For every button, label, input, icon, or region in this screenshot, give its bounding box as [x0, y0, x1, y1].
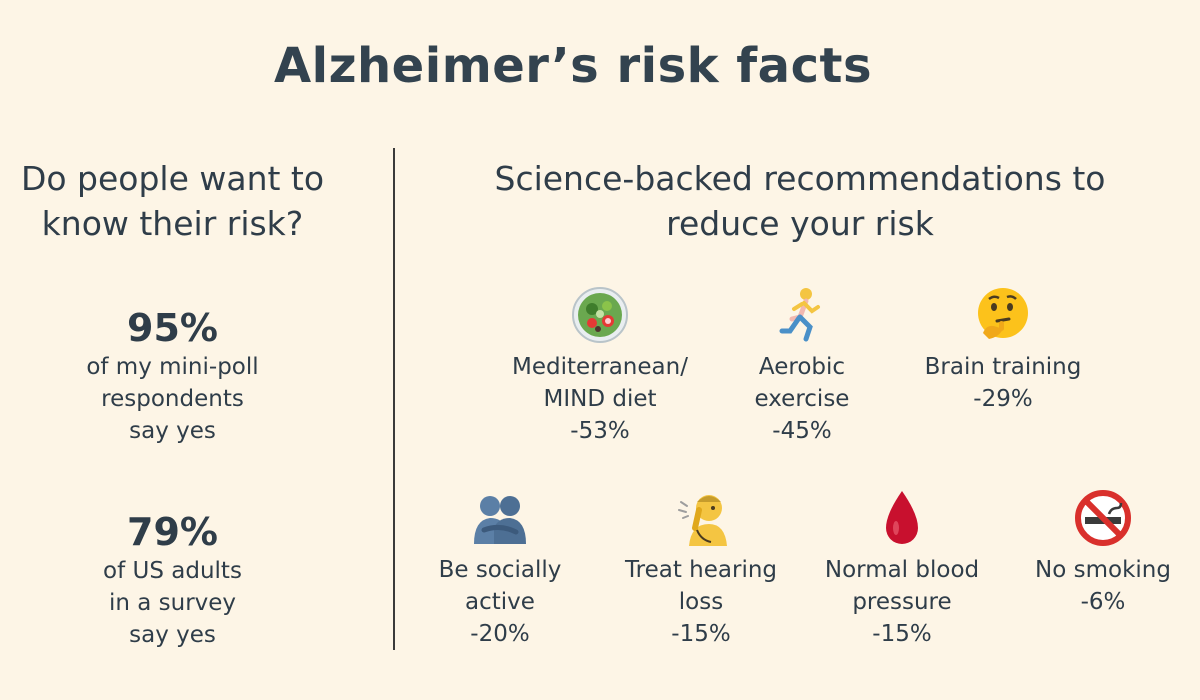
recommendation-label: Be socially	[438, 557, 562, 583]
recommendation-exercise: Aerobic exercise -45%	[702, 285, 902, 447]
no-smoking-icon	[1075, 490, 1131, 546]
recommendation-effect: -45%	[772, 418, 832, 444]
recommendation-label: loss	[678, 589, 724, 615]
recommendation-blood-pressure: Normal blood pressure -15%	[802, 488, 1002, 650]
salad-icon	[572, 287, 628, 343]
stat-desc-line: respondents	[101, 386, 244, 412]
stat-desc-line: of my mini-poll	[86, 354, 259, 380]
stat-value: 79%	[127, 510, 218, 554]
stat-block: 79% of US adults in a survey say yes	[0, 509, 345, 651]
left-heading: Do people want to know their risk?	[0, 156, 345, 246]
recommendation-label: Normal blood	[824, 557, 980, 583]
stat-desc-line: of US adults	[103, 558, 242, 584]
right-heading-line: reduce your risk	[666, 204, 934, 243]
recommendation-label: exercise	[754, 386, 850, 412]
recommendation-label: pressure	[852, 589, 952, 615]
recommendation-label: Brain training	[924, 354, 1082, 380]
page-title: Alzheimer’s risk facts	[273, 38, 873, 94]
recommendation-effect: -53%	[570, 418, 630, 444]
recommendation-label: Aerobic	[758, 354, 846, 380]
left-heading-line: Do people want to	[20, 159, 325, 198]
recommendation-effect: -15%	[671, 621, 731, 647]
recommendation-no-smoking: No smoking -6%	[1003, 488, 1200, 618]
recommendation-label: MIND diet	[543, 386, 657, 412]
runner-icon	[779, 288, 820, 342]
recommendation-label: Treat hearing	[624, 557, 778, 583]
stat-desc-line: in a survey	[108, 590, 237, 616]
recommendation-effect: -6%	[1080, 589, 1126, 615]
recommendation-effect: -29%	[973, 386, 1033, 412]
recommendation-label: active	[465, 589, 535, 615]
stat-desc-line: say yes	[129, 418, 216, 444]
people-hugging-icon	[474, 496, 526, 544]
right-heading: Science-backed recommendations to reduce…	[395, 156, 1200, 246]
thinking-face-icon	[978, 288, 1028, 339]
recommendation-hearing: Treat hearing loss -15%	[601, 488, 801, 650]
left-heading-line: know their risk?	[41, 204, 304, 243]
recommendation-social: Be socially active -20%	[400, 488, 600, 650]
recommendation-effect: -15%	[872, 621, 932, 647]
recommendation-label: Mediterranean/	[512, 354, 688, 380]
recommendation-diet: Mediterranean/ MIND diet -53%	[500, 285, 700, 447]
hearing-person-icon	[678, 495, 727, 546]
right-heading-line: Science-backed recommendations to	[494, 159, 1106, 198]
recommendation-brain-training: Brain training -29%	[903, 285, 1103, 415]
blood-drop-icon	[886, 491, 918, 544]
stat-value: 95%	[127, 306, 218, 350]
recommendation-effect: -20%	[470, 621, 530, 647]
recommendation-label: No smoking	[1035, 557, 1171, 583]
stat-desc-line: say yes	[129, 622, 216, 648]
column-divider	[393, 148, 395, 650]
stat-block: 95% of my mini-poll respondents say yes	[0, 305, 345, 447]
